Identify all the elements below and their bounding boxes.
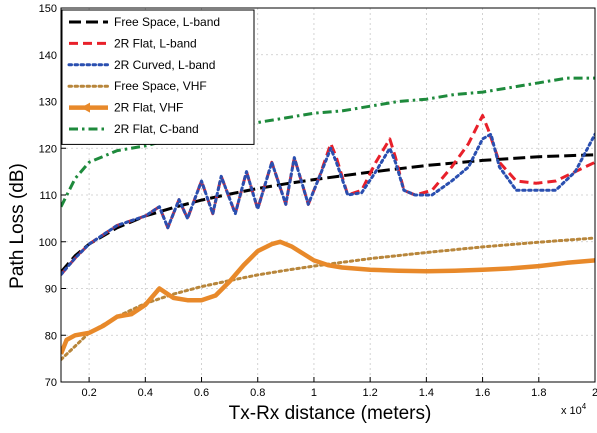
y-tick-label: 80 [45, 330, 57, 342]
series-line-2 [61, 132, 595, 276]
y-tick-label: 140 [39, 50, 57, 62]
y-tick-label: 100 [39, 237, 57, 249]
x-tick-label: 0.4 [138, 387, 153, 399]
x-multiplier-base: x 10 [561, 405, 582, 417]
y-axis-label: Path Loss (dB) [7, 163, 28, 289]
x-tick-label: 1.2 [363, 387, 378, 399]
y-tick-label: 70 [45, 377, 57, 389]
legend-label-5: 2R Flat, C-band [114, 122, 199, 136]
legend-label-4: 2R Flat, VHF [114, 101, 183, 115]
x-tick-label: 0.8 [250, 387, 265, 399]
x-tick-label: 2 [592, 387, 597, 399]
series-line-5 [61, 76, 595, 208]
y-tick-label: 130 [39, 97, 57, 109]
x-tick-label: 0.2 [81, 387, 96, 399]
legend-label-2: 2R Curved, L-band [114, 58, 215, 72]
x-multiplier: x 104 [561, 402, 587, 417]
legend-box [61, 9, 255, 145]
legend-label-0: Free Space, L-band [114, 15, 220, 29]
series-line-3 [61, 236, 595, 362]
series-layer [61, 76, 595, 362]
y-tick-label: 120 [39, 143, 57, 155]
x-tick-label: 1.4 [419, 387, 434, 399]
ticks: 0.2 0.4 0.6 0.8 1 1.2 1.4 1.6 1.8 2 70 80 90 100 110 12… [39, 3, 597, 399]
x-tick-label: 1 [311, 387, 317, 399]
x-tick-label: 1.8 [531, 387, 546, 399]
x-multiplier-exponent: 4 [582, 402, 587, 411]
y-tick-label: 90 [45, 284, 57, 296]
legend: Free Space, L-band 2R Flat, L-band 2R Curv… [61, 9, 255, 145]
y-tick-label: 150 [39, 3, 57, 15]
legend-label-3: Free Space, VHF [114, 79, 207, 93]
y-tick-label: 110 [39, 190, 57, 202]
x-tick-label: 1.6 [475, 387, 490, 399]
series-line-4 [61, 239, 595, 355]
x-axis-label: Tx-Rx distance (meters) [229, 403, 432, 424]
legend-marker-4 [81, 102, 90, 113]
x-tick-label: 0.6 [194, 387, 209, 399]
legend-label-1: 2R Flat, L-band [114, 36, 197, 50]
